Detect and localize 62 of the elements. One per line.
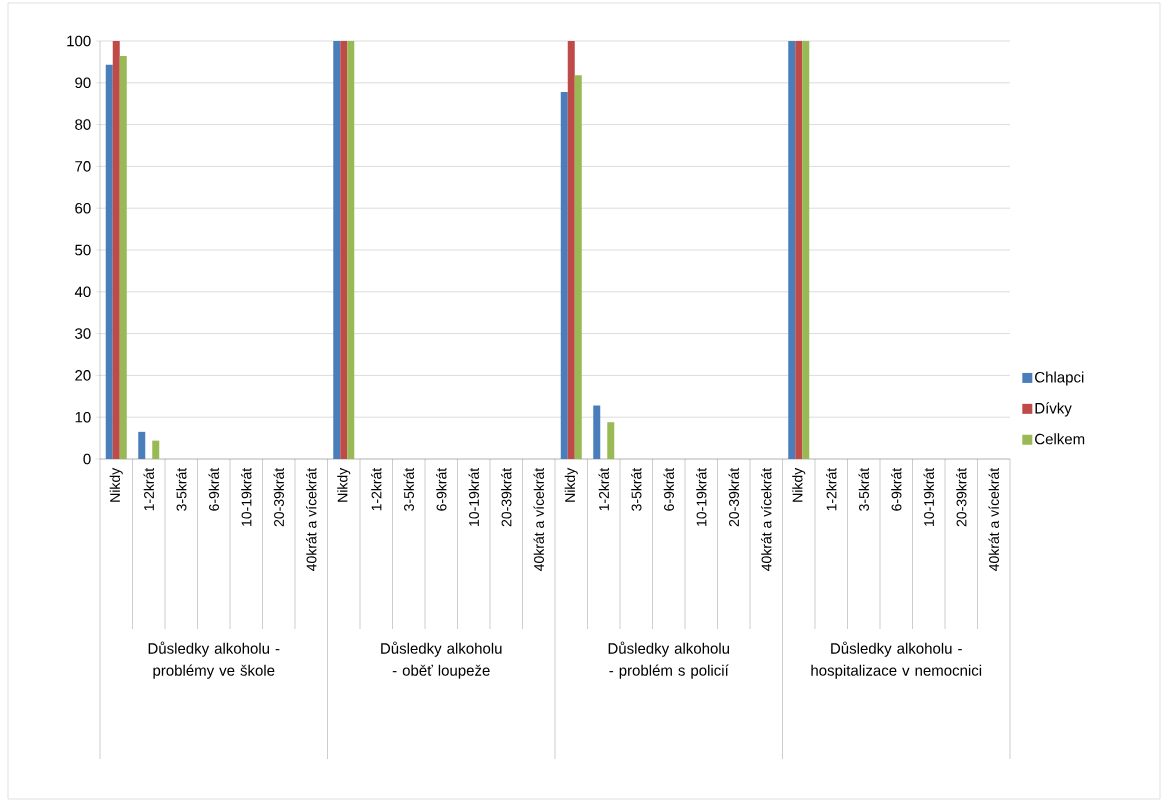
x-tick-label: 3-5krát	[176, 467, 187, 511]
x-tick-label: 40krát a vícekrát	[306, 467, 317, 571]
bar	[593, 405, 601, 459]
x-tick-label: 1-2krát	[826, 467, 837, 511]
bar	[607, 422, 615, 459]
x-tick-label: 1-2krát	[598, 467, 609, 511]
bar	[112, 41, 120, 459]
y-tick-label: 100	[67, 35, 91, 47]
x-tick-label: 6-9krát	[891, 467, 902, 511]
y-tick-label: 30	[75, 328, 91, 339]
bar	[340, 41, 348, 459]
x-tick-label: 10-19krát	[923, 467, 934, 526]
bar	[795, 41, 803, 459]
y-tick-label: 90	[75, 77, 91, 89]
x-tick-label: 20-39krát	[728, 467, 739, 527]
x-tick-label: 20-39krát	[273, 467, 284, 527]
y-tick-label: 70	[75, 161, 91, 172]
y-tick-label: 60	[75, 202, 91, 214]
y-tick-label: 50	[75, 244, 91, 256]
x-tick-label: 10-19krát	[241, 467, 252, 526]
x-tick-label: 10-19krát	[468, 467, 479, 526]
y-tick-label: 0	[83, 453, 91, 465]
x-tick-label: Nikdy	[109, 467, 123, 502]
bar	[560, 92, 568, 459]
x-tick-label: Nikdy	[337, 467, 351, 502]
x-tick-label: 40krát a vícekrát	[533, 467, 544, 571]
legend-label: Chlapci	[1035, 371, 1084, 386]
x-tick-label: 3-5krát	[858, 467, 869, 511]
x-tick-label: 1-2krát	[371, 467, 382, 511]
x-tick-label: 3-5krát	[631, 467, 642, 511]
bar	[788, 41, 796, 459]
x-tick-label: 20-39krát	[501, 467, 512, 527]
x-tick-label: 40krát a vícekrát	[761, 467, 772, 571]
y-tick-label: 40	[74, 286, 91, 298]
x-tick-label: 3-5krát	[403, 467, 414, 511]
bar	[347, 41, 355, 459]
x-tick-label: 6-9krát	[436, 467, 447, 511]
x-tick-label: 10-19krát	[696, 467, 707, 526]
text: Důsledky alkoholu - problém s policií	[608, 641, 730, 679]
bar	[567, 41, 575, 459]
bar	[138, 431, 146, 459]
x-tick-label: 1-2krát	[143, 467, 154, 511]
text: Důsledky alkoholu - problémy ve škole	[148, 641, 280, 679]
x-tick-label: 20-39krát	[956, 467, 967, 527]
x-tick-label: Nikdy	[792, 467, 806, 502]
x-tick-label: 40krát a vícekrát	[988, 467, 999, 571]
text: Důsledky alkoholu - oběť loupeže	[381, 641, 502, 679]
text: Důsledky alkoholu - hospitalizace v nemocnici	[811, 641, 982, 679]
x-tick-label: 6-9krát	[663, 467, 674, 511]
bar	[802, 41, 810, 459]
y-tick-label: 20	[75, 370, 91, 381]
bar	[119, 56, 127, 459]
y-tick-label: 10	[75, 411, 91, 423]
x-tick-label: Nikdy	[564, 467, 578, 502]
legend-label: Dívky	[1035, 402, 1072, 417]
bar	[152, 440, 160, 459]
legend-label: Celkem	[1035, 433, 1085, 445]
x-tick-label: 6-9krát	[208, 467, 219, 511]
bar	[333, 41, 341, 459]
bar	[574, 75, 582, 459]
bar	[105, 64, 113, 459]
y-tick-label: 80	[75, 119, 91, 130]
